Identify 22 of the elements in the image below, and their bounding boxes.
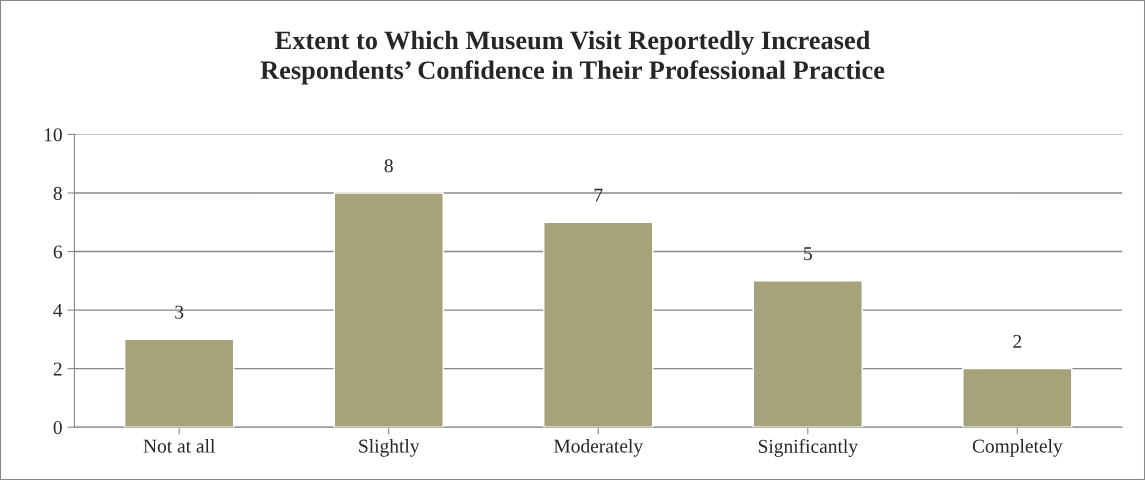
bar [124,338,235,428]
chart-title: Extent to Which Museum Visit Reportedly Increased Respondents’ Confidence in Their Professional Practice [260,30,885,85]
bar [752,280,863,428]
data-label: 8 [384,159,393,173]
x-tick-label: Not at all [143,439,215,453]
x-tick-label: Significantly [758,439,858,457]
y-tick-label: 8 [53,186,62,200]
data-label: 5 [804,247,812,261]
x-tick-label: Slightly [359,439,420,457]
bar [962,367,1073,428]
y-tick-label: 4 [53,304,63,317]
y-tick-label: 10 [44,128,62,142]
data-label: 2 [1013,334,1022,348]
data-label: 3 [175,305,184,319]
bar [543,221,654,428]
y-tick-label: 2 [53,362,62,376]
y-tick-label: 0 [53,421,62,435]
x-tick-label: Completely [972,439,1063,457]
data-label: 7 [594,188,603,202]
x-tick-label: Moderately [554,439,643,457]
bar [333,192,444,428]
y-tick-label: 6 [53,245,63,259]
